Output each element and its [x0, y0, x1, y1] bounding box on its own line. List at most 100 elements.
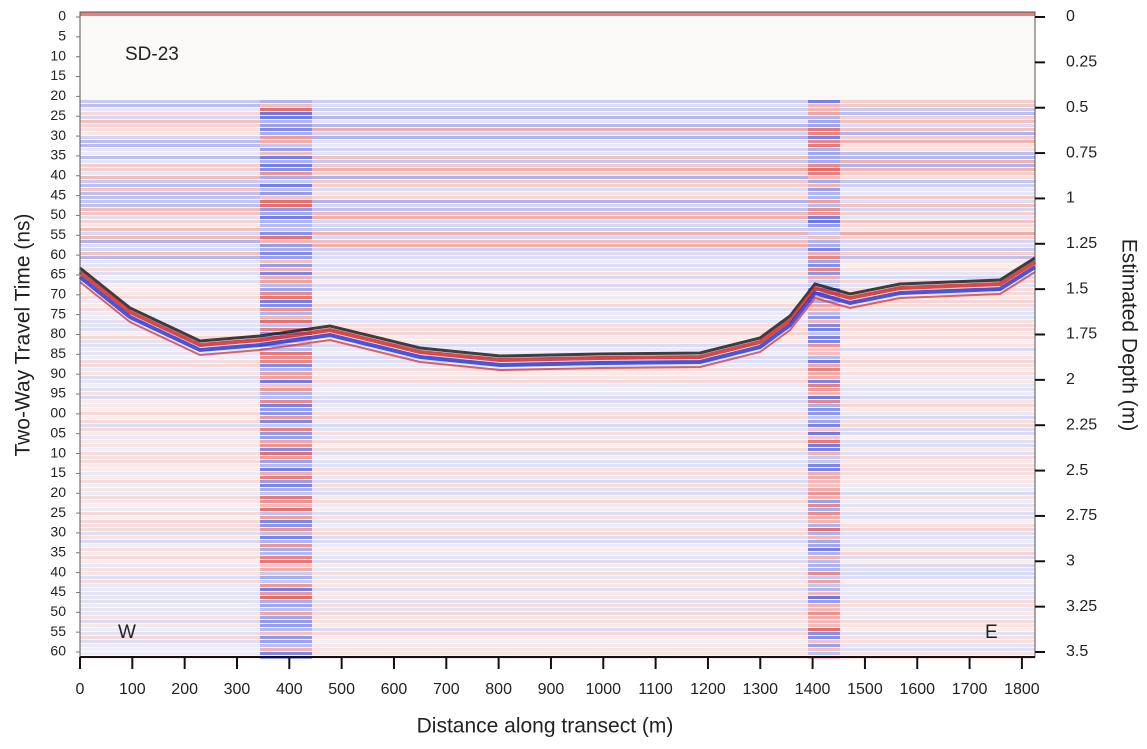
texture-band [840, 308, 1035, 311]
texture-band [312, 540, 808, 543]
texture-band [808, 204, 840, 207]
texture-band [840, 416, 1035, 419]
y-tick-label: 25 [50, 107, 66, 123]
texture-band [808, 636, 840, 639]
texture-band [312, 512, 808, 515]
y-tick-label: 30 [50, 524, 66, 540]
texture-band [312, 636, 808, 639]
texture-band [840, 344, 1035, 347]
texture-band [808, 124, 840, 127]
x-tick-label: 1600 [899, 681, 935, 698]
texture-band [312, 652, 808, 655]
texture-band [840, 204, 1035, 207]
texture-band [260, 364, 312, 367]
texture-band [260, 168, 312, 171]
texture-band [80, 288, 260, 291]
texture-band [840, 304, 1035, 307]
texture-band [80, 432, 260, 435]
y2-tick-label: 0.75 [1066, 144, 1097, 161]
texture-band [80, 220, 260, 223]
y-tick-label: 45 [50, 186, 66, 202]
texture-band [80, 224, 260, 227]
texture-band [840, 100, 1035, 103]
texture-band [312, 416, 808, 419]
texture-band [808, 508, 840, 511]
texture-band [260, 424, 312, 427]
texture-band [808, 356, 840, 359]
texture-band [260, 508, 312, 511]
texture-band [840, 388, 1035, 391]
texture-band [80, 608, 260, 611]
texture-band [808, 164, 840, 167]
texture-band [312, 460, 808, 463]
texture-band [312, 400, 808, 403]
y2-tick-label: 0 [1066, 8, 1075, 25]
texture-band [840, 564, 1035, 567]
texture-band [80, 192, 260, 195]
texture-band [260, 320, 312, 323]
texture-band [260, 616, 312, 619]
texture-band [260, 512, 312, 515]
texture-band [80, 636, 260, 639]
texture-band [840, 156, 1035, 159]
texture-band [840, 520, 1035, 523]
texture-band [840, 444, 1035, 447]
texture-band [312, 236, 808, 239]
texture-band [808, 476, 840, 479]
texture-band [80, 592, 260, 595]
texture-band [312, 136, 808, 139]
texture-band [80, 508, 260, 511]
texture-band [312, 200, 808, 203]
y-tick-label: 5 [58, 28, 66, 44]
texture-band [808, 240, 840, 243]
texture-band [260, 116, 312, 119]
texture-band [80, 216, 260, 219]
texture-band [312, 604, 808, 607]
texture-band [808, 128, 840, 131]
texture-band [80, 308, 260, 311]
texture-band [840, 176, 1035, 179]
texture-band [80, 524, 260, 527]
texture-band [312, 296, 808, 299]
texture-band [260, 408, 312, 411]
texture-band [808, 384, 840, 387]
texture-band [260, 240, 312, 243]
y-tick-label: 50 [50, 603, 66, 619]
texture-band [840, 312, 1035, 315]
texture-band [312, 256, 808, 259]
y2-tick-label: 3 [1066, 553, 1075, 570]
texture-band [840, 136, 1035, 139]
texture-band [260, 236, 312, 239]
y-axis-label: Two-Way Travel Time (ns) [12, 213, 35, 456]
texture-band [840, 604, 1035, 607]
texture-band [808, 628, 840, 631]
texture-band [840, 172, 1035, 175]
texture-band [808, 600, 840, 603]
x-tick-label: 1300 [742, 681, 778, 698]
texture-band [808, 280, 840, 283]
texture-band [840, 468, 1035, 471]
texture-band [80, 152, 260, 155]
texture-band [808, 168, 840, 171]
texture-band [260, 532, 312, 535]
texture-band [840, 184, 1035, 187]
texture-band [312, 104, 808, 107]
texture-band [80, 404, 260, 407]
texture-band [840, 612, 1035, 615]
texture-band [80, 436, 260, 439]
texture-band [840, 140, 1035, 143]
texture-band [312, 524, 808, 527]
texture-band [260, 292, 312, 295]
texture-band [80, 504, 260, 507]
texture-band [840, 364, 1035, 367]
texture-band [80, 344, 260, 347]
texture-band [808, 380, 840, 383]
texture-band [808, 432, 840, 435]
texture-band [312, 480, 808, 483]
texture-band [80, 552, 260, 555]
texture-band [312, 140, 808, 143]
texture-band [312, 384, 808, 387]
texture-band [312, 548, 808, 551]
texture-band [80, 520, 260, 523]
